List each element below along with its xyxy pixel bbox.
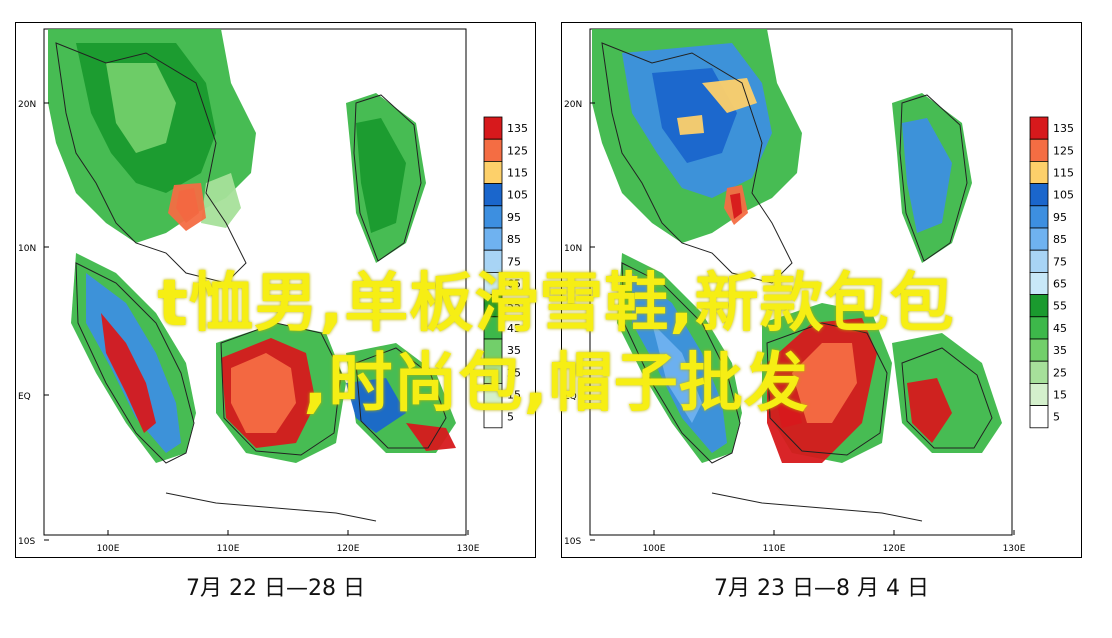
legend-swatch — [1029, 160, 1049, 184]
lon-label: 110E — [217, 544, 240, 554]
legend-label: 5 — [1053, 411, 1060, 424]
coastline-sumatra — [75, 262, 195, 464]
rainfall-map-left: 20N 10N EQ 10S 100E 110E 120E 130E 135 125 115 105 9… — [18, 28, 528, 554]
lon-label: 120E — [883, 544, 906, 554]
lon-label: 100E — [643, 544, 666, 554]
coastline-sulawesi — [355, 347, 447, 449]
lat-label: 10S — [18, 537, 35, 547]
legend-label: 45 — [507, 322, 521, 335]
coastline-mainland — [601, 42, 793, 284]
legend-label: 105 — [507, 189, 528, 202]
rainfall-region — [168, 183, 206, 231]
lat-label: 20N — [564, 100, 582, 110]
rainfall-region — [777, 403, 802, 428]
legend-swatch — [483, 205, 503, 229]
legend-label: 75 — [1053, 255, 1067, 268]
caption-right: 7月 23 日—8 月 4 日 — [714, 576, 929, 601]
lat-label: 10N — [18, 244, 36, 254]
legend-label: 35 — [507, 344, 521, 357]
rainfall-region — [406, 423, 456, 451]
coastline — [55, 42, 447, 522]
rainfall-region — [652, 323, 702, 423]
rainfall-region — [907, 378, 952, 443]
legend-label: 105 — [1053, 189, 1074, 202]
legend-swatch — [483, 160, 503, 184]
legend-swatch — [483, 116, 503, 140]
legend-swatch — [1029, 205, 1049, 229]
rainfall-region — [356, 118, 406, 233]
overlay-text-line-2: ,时尚包,帽子批发 — [303, 347, 809, 421]
rainfall-region — [677, 115, 704, 135]
legend-label: 55 — [1053, 300, 1067, 313]
lat-label: EQ — [564, 392, 577, 402]
legend-label: 85 — [507, 233, 521, 246]
legend-label: 5 — [507, 411, 514, 424]
legend-label: 25 — [507, 366, 521, 379]
legend-swatch — [483, 405, 503, 429]
coastline-sumatra — [621, 262, 741, 464]
lat-label: EQ — [18, 392, 31, 402]
coastline — [601, 42, 993, 522]
legend-swatch — [483, 183, 503, 207]
lon-label: 100E — [97, 544, 120, 554]
legend-label: 35 — [1053, 344, 1067, 357]
rainfall-map-right: 20N 10N EQ 10S 100E 110E 120E 130E 135 125 115 105 9… — [564, 28, 1074, 554]
lat-label: 20N — [18, 100, 36, 110]
lat-label: 10N — [564, 244, 582, 254]
coastline-java — [711, 492, 923, 522]
legend-label: 115 — [1053, 167, 1074, 180]
legend-label: 75 — [507, 255, 521, 268]
rainfall-region — [101, 313, 156, 433]
coastline-sulawesi — [901, 347, 993, 449]
legend-label: 15 — [507, 389, 521, 402]
legend-label: 135 — [507, 122, 528, 135]
legend-swatch — [483, 227, 503, 251]
legend-label: 85 — [1053, 233, 1067, 246]
legend-label: 65 — [1053, 278, 1067, 291]
legend-swatch — [1029, 116, 1049, 140]
legend-label: 115 — [507, 167, 528, 180]
lon-label: 130E — [457, 544, 480, 554]
legend-label: 95 — [507, 211, 521, 224]
legend-label: 135 — [1053, 122, 1074, 135]
rainfall-region — [792, 343, 857, 423]
coastline-philippines — [353, 94, 422, 262]
lat-label: 10S — [564, 537, 581, 547]
rainfall-field — [592, 29, 1002, 463]
legend-label: 45 — [1053, 322, 1067, 335]
rainfall-region — [902, 118, 952, 233]
legend-swatch — [1029, 183, 1049, 207]
lon-label: 110E — [763, 544, 786, 554]
legend-swatch — [1029, 227, 1049, 251]
rainfall-region — [201, 173, 241, 228]
map-panel-right: 20N 10N EQ 10S 100E 110E 120E 130E 135 125 115 105 9… — [561, 22, 1082, 558]
rainfall-field — [48, 29, 456, 463]
overlay-text-line-1: t恤男,单板滑雪鞋,新款包包 — [157, 267, 955, 341]
lon-label: 120E — [337, 544, 360, 554]
legend-label: 125 — [1053, 144, 1074, 157]
legend-swatch — [1029, 138, 1049, 162]
legend-label: 55 — [507, 300, 521, 313]
coastline-mainland — [55, 42, 247, 284]
coastline-borneo — [766, 322, 888, 456]
legend-label: 25 — [1053, 366, 1067, 379]
map-panel-left: 20N 10N EQ 10S 100E 110E 120E 130E 135 125 115 105 9… — [15, 22, 536, 558]
rainfall-region — [106, 63, 176, 153]
caption-left: 7月 22 日—28 日 — [186, 576, 365, 601]
rainfall-region — [231, 353, 296, 433]
rainfall-region — [730, 193, 742, 219]
legend-swatch — [1029, 405, 1049, 429]
legend-label: 95 — [1053, 211, 1067, 224]
lon-label: 130E — [1003, 544, 1026, 554]
coastline-java — [165, 492, 377, 522]
coastline-philippines — [899, 94, 968, 262]
coastline-borneo — [220, 322, 342, 456]
legend-label: 125 — [507, 144, 528, 157]
legend-label: 65 — [507, 278, 521, 291]
legend-swatch — [483, 138, 503, 162]
legend-label: 15 — [1053, 389, 1067, 402]
